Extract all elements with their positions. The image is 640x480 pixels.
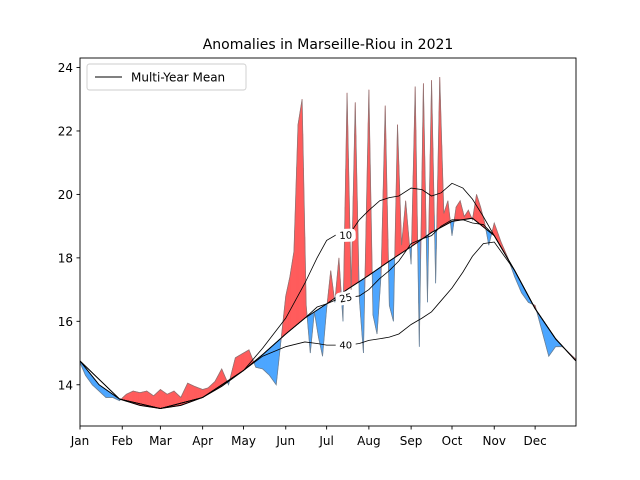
percentile-label-40: 40	[335, 338, 356, 352]
percentile-label-25: 25	[335, 290, 357, 306]
x-tick-label: Nov	[483, 434, 506, 448]
legend: Multi-Year Mean	[86, 63, 247, 91]
percentile-line-10	[80, 182, 576, 409]
x-tick-label: Dec	[524, 434, 547, 448]
chart-title: Anomalies in Marseille-Riou in 2021	[203, 37, 454, 53]
y-tick-label: 24	[58, 61, 73, 75]
percentile-line-40	[80, 241, 576, 409]
x-tick-label: Jan	[70, 434, 90, 448]
observed-line	[80, 77, 576, 402]
x-tick-label: Apr	[192, 434, 213, 448]
y-tick-label: 18	[58, 251, 73, 265]
legend-box	[86, 63, 247, 91]
legend-label-mean: Multi-Year Mean	[131, 71, 225, 85]
y-tick-label: 14	[58, 378, 73, 392]
x-tick-label: May	[231, 434, 256, 448]
y-tick-label: 20	[58, 188, 73, 202]
x-tick-label: Feb	[112, 434, 133, 448]
percentile-label-bg	[335, 290, 357, 306]
plot-frame	[79, 57, 577, 427]
x-tick-label: Oct	[442, 434, 463, 448]
percentile-label-bg	[335, 338, 356, 352]
percentile-label-text: 25	[339, 292, 354, 305]
y-tick-label: 22	[58, 124, 73, 138]
x-tick-label: Jul	[318, 434, 333, 448]
mean-line	[80, 217, 576, 410]
x-tick-label: Mar	[149, 434, 172, 448]
percentile-label-bg	[335, 228, 356, 243]
percentile-label-text: 10	[339, 231, 352, 242]
percentile-label-10: 10	[335, 228, 356, 243]
x-tick-label: Jun	[275, 434, 295, 448]
x-tick-label: Aug	[357, 434, 380, 448]
x-tick-label: Sep	[400, 434, 423, 448]
y-tick-label: 16	[58, 315, 73, 329]
percentile-label-text: 40	[339, 341, 352, 352]
